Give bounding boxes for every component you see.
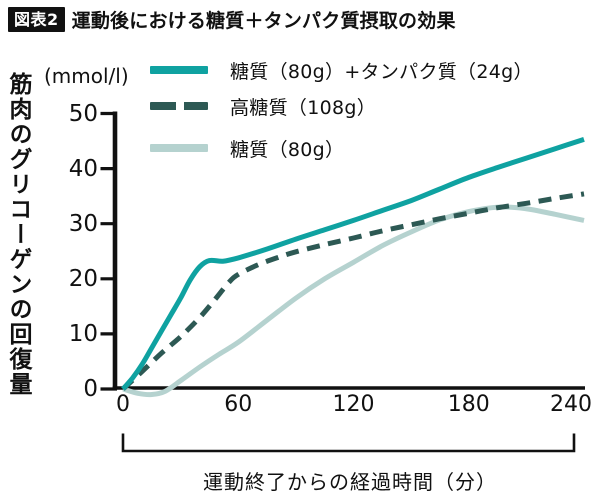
- y-axis-label: 筋肉のグリコーゲンの回復量: [5, 72, 31, 397]
- x-range-bracket: [121, 433, 576, 453]
- series-line-2: [122, 204, 585, 398]
- legend-item: 高糖質（108g）: [150, 96, 376, 119]
- x-tick-label: 180: [447, 392, 490, 417]
- x-axis-label: 運動終了からの経過時間（分）: [203, 470, 497, 494]
- legend-label: 糖質（80g）: [230, 138, 345, 161]
- series-line-1: [121, 191, 585, 391]
- legend-swatch-dashed-line: [150, 102, 208, 110]
- figure-header: 図表2 運動後における糖質＋タンパク質摂取の効果: [8, 6, 456, 33]
- legend-label: 高糖質（108g）: [230, 96, 377, 119]
- figure-title: 運動後における糖質＋タンパク質摂取の効果: [71, 10, 456, 32]
- y-tick-label: 20: [68, 265, 98, 292]
- y-tick-label: 0: [83, 376, 98, 402]
- y-tick-label: 40: [68, 155, 98, 182]
- figure-number-badge: 図表2: [8, 7, 65, 32]
- x-tick-label: 60: [224, 392, 253, 417]
- x-tick-label: 120: [332, 392, 375, 417]
- y-tick-label: 50: [68, 100, 98, 127]
- legend-label: 糖質（80g）+タンパク質（24g）: [230, 60, 533, 83]
- legend-item: 糖質（80g）+タンパク質（24g）: [150, 60, 533, 83]
- y-tick-label: 10: [68, 320, 98, 347]
- series-line-0: [121, 137, 585, 391]
- legend-swatch-solid-line: [150, 66, 208, 74]
- legend-swatch-solid-line: [150, 144, 208, 152]
- y-tick-label: 30: [68, 210, 98, 237]
- legend-item: 糖質（80g）: [150, 138, 344, 161]
- x-tick-label: 0: [116, 392, 130, 417]
- y-axis-unit: (mmol/l): [44, 64, 129, 88]
- x-tick-label: 240: [550, 392, 592, 417]
